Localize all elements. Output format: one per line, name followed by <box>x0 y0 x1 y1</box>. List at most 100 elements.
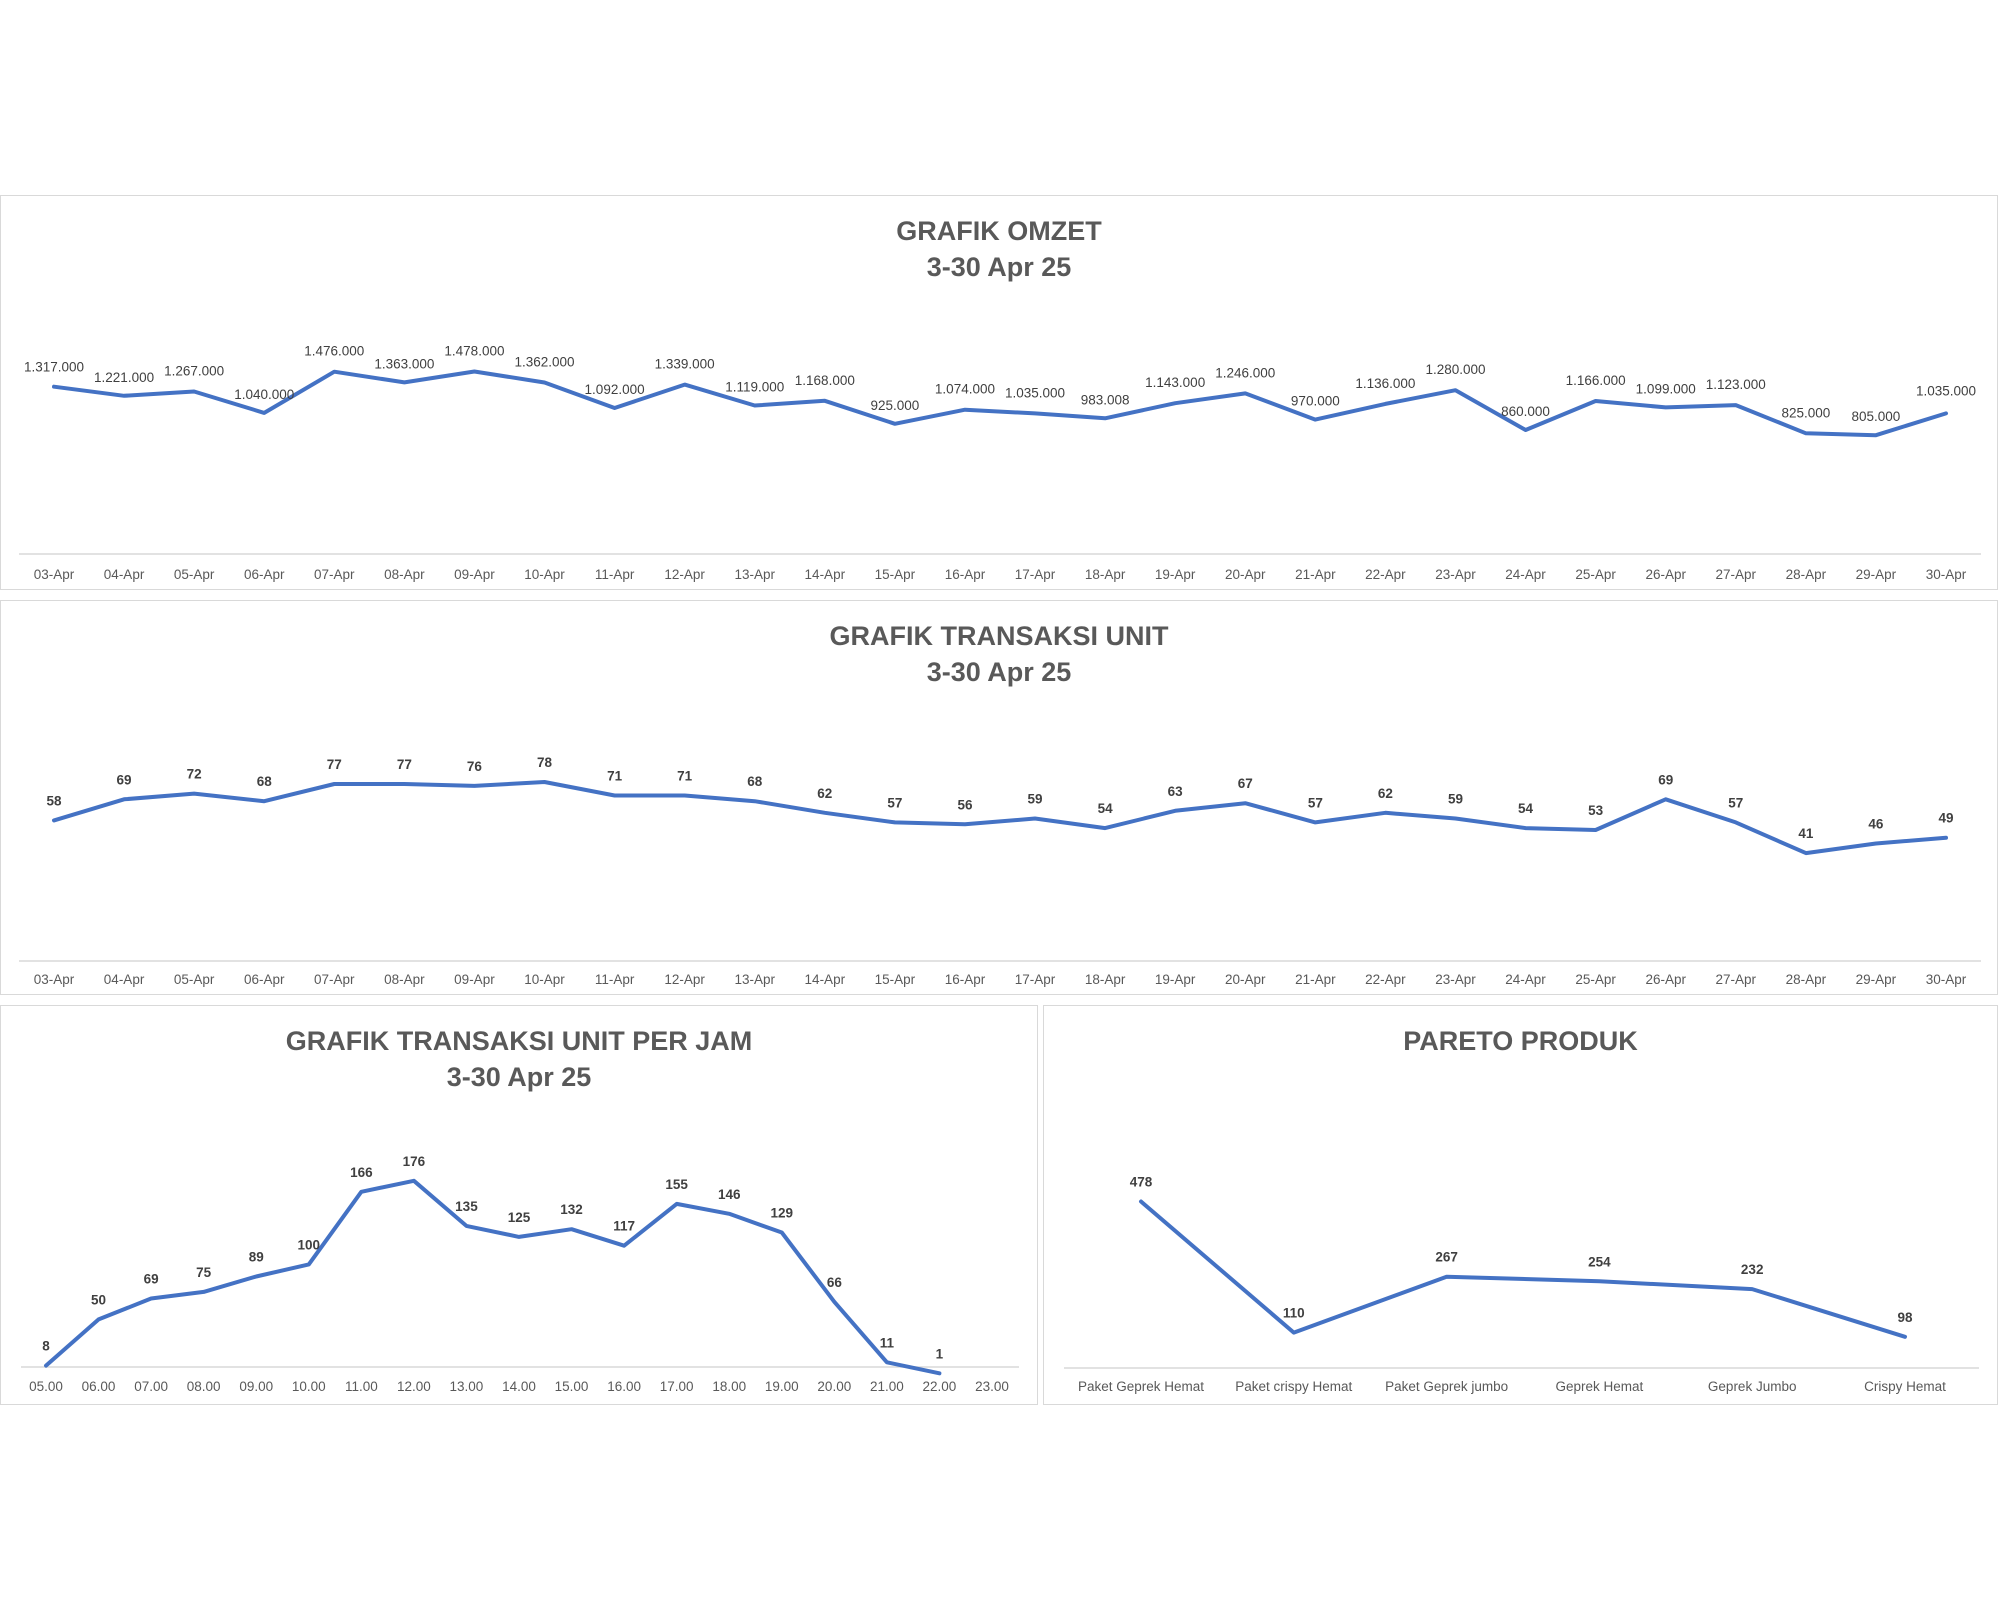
omzet-x-tick-label: 08-Apr <box>384 567 425 582</box>
omzet-x-tick-label: 18-Apr <box>1085 567 1126 582</box>
omzet-x-tick-label: 07-Apr <box>314 567 355 582</box>
omzet-x-tick-label: 12-Apr <box>664 567 705 582</box>
pareto-x-tick-label: Paket Geprek Hemat <box>1078 1379 1204 1394</box>
omzet-data-label: 1.123.000 <box>1706 377 1766 392</box>
unit-x-tick-label: 29-Apr <box>1856 972 1897 987</box>
unit-x-tick-label: 17-Apr <box>1015 972 1056 987</box>
omzet-chart-panel: GRAFIK OMZET 3-30 Apr 25 03-Apr 04-Apr 05-… <box>0 195 1998 590</box>
unit-x-tick-label: 23-Apr <box>1435 972 1476 987</box>
transaksi-per-jam-chart-plot: 05.00 06.00 07.00 08.00 09.00 10.00 11.00 12.00… <box>21 1154 1019 1394</box>
unit-data-label: 71 <box>607 768 623 783</box>
unit-data-label: 77 <box>327 757 342 772</box>
unit-x-tick-label: 21-Apr <box>1295 972 1336 987</box>
omzet-data-label: 1.035.000 <box>1005 385 1065 400</box>
unit-data-label: 57 <box>887 795 902 810</box>
unit-data-label: 59 <box>1448 792 1463 807</box>
pareto-x-tick-label: Paket Geprek jumbo <box>1385 1379 1508 1394</box>
unit-data-label: 54 <box>1098 801 1114 816</box>
unit-data-label: 41 <box>1798 826 1814 841</box>
omzet-x-tick-label: 14-Apr <box>805 567 846 582</box>
unit-x-tick-label: 26-Apr <box>1645 972 1686 987</box>
omzet-data-label: 1.074.000 <box>935 382 995 397</box>
unit-x-tick-label: 03-Apr <box>34 972 75 987</box>
jam-data-label: 50 <box>91 1292 106 1307</box>
jam-data-label: 69 <box>144 1272 159 1287</box>
unit-data-label: 53 <box>1588 803 1604 818</box>
omzet-data-label: 805.000 <box>1852 409 1901 424</box>
pareto-x-tick-label: Geprek Hemat <box>1556 1379 1644 1394</box>
omzet-data-label: 970.000 <box>1291 394 1340 409</box>
unit-x-tick-label: 15-Apr <box>875 972 916 987</box>
omzet-x-tick-label: 05-Apr <box>174 567 215 582</box>
omzet-x-tick-label: 13-Apr <box>734 567 775 582</box>
omzet-chart-title: GRAFIK OMZET <box>896 216 1102 246</box>
omzet-data-label: 1.362.000 <box>514 354 574 369</box>
unit-x-tick-label: 13-Apr <box>734 972 775 987</box>
transaksi-per-jam-chart-title-block: GRAFIK TRANSAKSI UNIT PER JAM 3-30 Apr 2… <box>1 1023 1037 1095</box>
unit-x-tick-label: 08-Apr <box>384 972 425 987</box>
omzet-x-tick-label: 24-Apr <box>1505 567 1546 582</box>
jam-data-label: 125 <box>508 1210 531 1225</box>
pareto-produk-chart-panel: PARETO PRODUK Paket Geprek Hemat Paket cr… <box>1043 1005 1998 1405</box>
omzet-data-label: 1.143.000 <box>1145 375 1205 390</box>
unit-x-tick-label: 25-Apr <box>1575 972 1616 987</box>
unit-data-label: 57 <box>1728 795 1743 810</box>
transaksi-per-jam-chart-subtitle: 3-30 Apr 25 <box>446 1062 592 1092</box>
omzet-data-label: 1.166.000 <box>1566 373 1626 388</box>
omzet-data-label: 925.000 <box>870 398 919 413</box>
omzet-series-line <box>52 369 1948 438</box>
jam-x-tick-label: 16.00 <box>607 1379 641 1394</box>
unit-x-tick-label: 07-Apr <box>314 972 355 987</box>
jam-x-tick-label: 14.00 <box>502 1379 536 1394</box>
jam-x-tick-label: 12.00 <box>397 1379 431 1394</box>
jam-x-tick-label: 22.00 <box>923 1379 957 1394</box>
jam-data-label: 89 <box>249 1250 264 1265</box>
unit-series-line <box>52 780 1948 856</box>
jam-data-label: 155 <box>665 1177 688 1192</box>
omzet-data-label: 1.476.000 <box>304 344 364 359</box>
jam-data-label: 166 <box>350 1165 373 1180</box>
omzet-data-label: 1.267.000 <box>164 363 224 378</box>
omzet-x-tick-label: 16-Apr <box>945 567 986 582</box>
omzet-x-tick-label: 22-Apr <box>1365 567 1406 582</box>
pareto-data-label: 267 <box>1435 1250 1458 1265</box>
omzet-chart-plot: 03-Apr 04-Apr 05-Apr 06-Apr 07-Apr 08-Apr 09-A… <box>19 343 1981 582</box>
jam-x-tick-label: 23.00 <box>975 1379 1009 1394</box>
omzet-x-tick-label: 15-Apr <box>875 567 916 582</box>
unit-data-label: 77 <box>397 757 412 772</box>
unit-x-tick-label: 27-Apr <box>1716 972 1757 987</box>
omzet-data-label: 860.000 <box>1501 404 1550 419</box>
unit-x-tick-label: 12-Apr <box>664 972 705 987</box>
jam-data-label: 146 <box>718 1187 741 1202</box>
jam-x-tick-label: 18.00 <box>712 1379 746 1394</box>
jam-x-tick-label: 17.00 <box>660 1379 694 1394</box>
omzet-x-tick-label: 21-Apr <box>1295 567 1336 582</box>
transaksi-unit-chart-title: GRAFIK TRANSAKSI UNIT <box>829 621 1169 651</box>
jam-x-tick-label: 13.00 <box>450 1379 484 1394</box>
pareto-x-tick-label: Crispy Hemat <box>1864 1379 1946 1394</box>
transaksi-per-jam-chart-panel: GRAFIK TRANSAKSI UNIT PER JAM 3-30 Apr 2… <box>0 1005 1038 1405</box>
jam-x-tick-label: 05.00 <box>29 1379 63 1394</box>
unit-data-label: 54 <box>1518 801 1534 816</box>
omzet-x-tick-label: 20-Apr <box>1225 567 1266 582</box>
omzet-x-tick-label: 03-Apr <box>34 567 75 582</box>
omzet-x-tick-label: 10-Apr <box>524 567 565 582</box>
jam-data-label: 132 <box>560 1202 583 1217</box>
unit-x-tick-label: 06-Apr <box>244 972 285 987</box>
unit-data-label: 63 <box>1168 784 1184 799</box>
omzet-x-tick-label: 27-Apr <box>1716 567 1757 582</box>
omzet-chart-subtitle: 3-30 Apr 25 <box>926 252 1072 282</box>
omzet-data-label: 1.221.000 <box>94 370 154 385</box>
unit-data-label: 71 <box>677 768 693 783</box>
omzet-data-label: 1.099.000 <box>1636 381 1696 396</box>
omzet-x-tick-label: 25-Apr <box>1575 567 1616 582</box>
omzet-chart-title-block: GRAFIK OMZET 3-30 Apr 25 <box>1 213 1997 285</box>
omzet-x-tick-label: 17-Apr <box>1015 567 1056 582</box>
omzet-data-label: 1.092.000 <box>585 382 645 397</box>
jam-data-label: 135 <box>455 1199 478 1214</box>
jam-x-tick-label: 10.00 <box>292 1379 326 1394</box>
unit-x-tick-label: 28-Apr <box>1786 972 1827 987</box>
pareto-data-label: 254 <box>1588 1254 1611 1269</box>
unit-data-label: 72 <box>187 767 202 782</box>
jam-x-tick-label: 08.00 <box>187 1379 221 1394</box>
